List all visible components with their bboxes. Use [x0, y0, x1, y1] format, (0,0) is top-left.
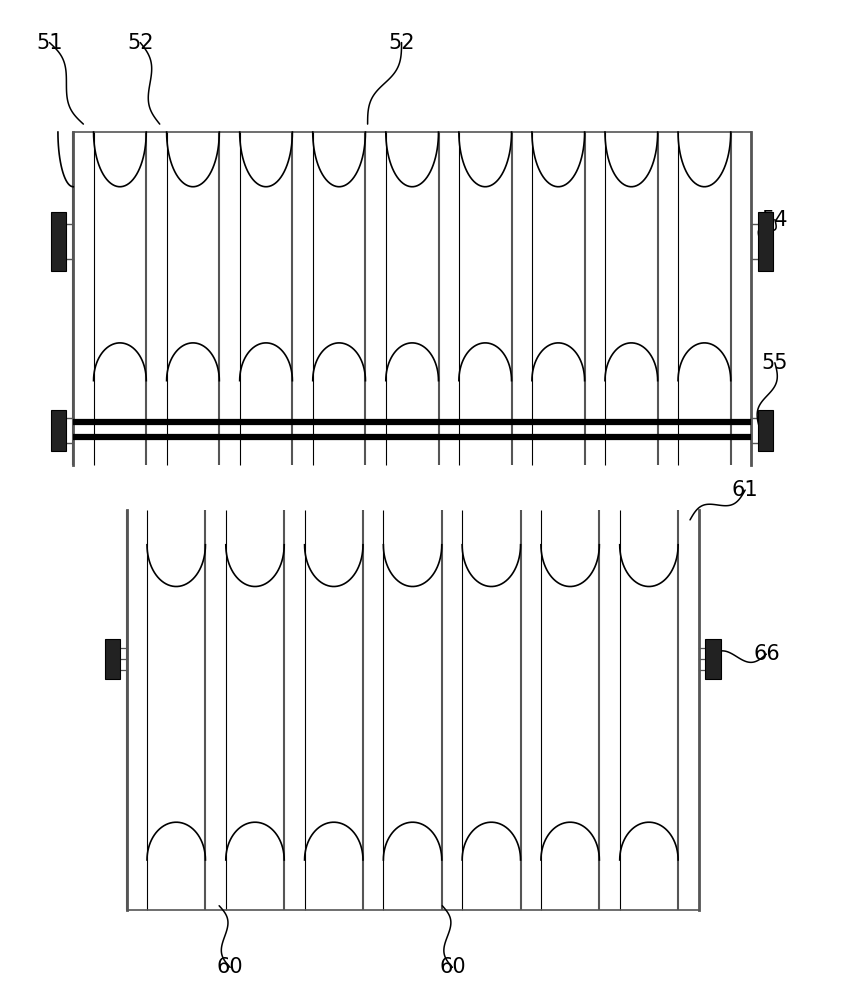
Text: 55: 55	[761, 353, 787, 373]
Text: 60: 60	[217, 957, 243, 977]
Text: 52: 52	[388, 33, 415, 53]
Text: 54: 54	[761, 210, 787, 230]
Bar	[705, 639, 720, 679]
Bar	[51, 410, 67, 451]
Text: 52: 52	[127, 33, 154, 53]
Text: 61: 61	[731, 480, 757, 500]
Bar	[757, 410, 772, 451]
Bar	[757, 212, 772, 271]
Text: 60: 60	[438, 957, 465, 977]
Text: 66: 66	[752, 644, 779, 664]
Text: 51: 51	[36, 33, 62, 53]
Bar	[104, 639, 119, 679]
Bar	[51, 212, 67, 271]
